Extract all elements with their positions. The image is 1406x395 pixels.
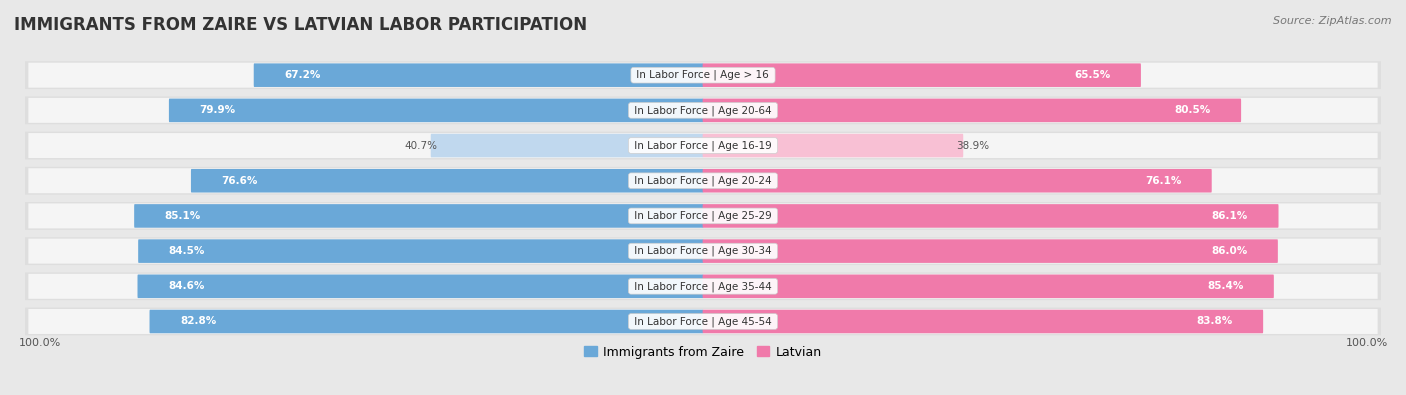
FancyBboxPatch shape (28, 168, 1378, 193)
FancyBboxPatch shape (703, 239, 1278, 263)
Text: 76.6%: 76.6% (221, 176, 257, 186)
FancyBboxPatch shape (138, 275, 703, 298)
FancyBboxPatch shape (28, 309, 1378, 334)
FancyBboxPatch shape (25, 237, 1381, 265)
Text: In Labor Force | Age 45-54: In Labor Force | Age 45-54 (631, 316, 775, 327)
FancyBboxPatch shape (703, 169, 1212, 192)
FancyBboxPatch shape (28, 203, 1378, 228)
FancyBboxPatch shape (430, 134, 703, 157)
FancyBboxPatch shape (28, 274, 1378, 299)
FancyBboxPatch shape (28, 63, 1378, 88)
Text: In Labor Force | Age 16-19: In Labor Force | Age 16-19 (631, 140, 775, 151)
Text: 79.9%: 79.9% (200, 105, 235, 115)
FancyBboxPatch shape (25, 202, 1381, 230)
FancyBboxPatch shape (138, 239, 703, 263)
Text: 86.0%: 86.0% (1211, 246, 1247, 256)
Text: In Labor Force | Age 20-64: In Labor Force | Age 20-64 (631, 105, 775, 116)
FancyBboxPatch shape (28, 133, 1378, 158)
Text: 84.5%: 84.5% (169, 246, 205, 256)
FancyBboxPatch shape (25, 273, 1381, 300)
FancyBboxPatch shape (703, 204, 1278, 228)
Text: 83.8%: 83.8% (1197, 316, 1233, 327)
Text: IMMIGRANTS FROM ZAIRE VS LATVIAN LABOR PARTICIPATION: IMMIGRANTS FROM ZAIRE VS LATVIAN LABOR P… (14, 16, 588, 34)
FancyBboxPatch shape (25, 167, 1381, 195)
FancyBboxPatch shape (149, 310, 703, 333)
FancyBboxPatch shape (703, 310, 1263, 333)
Text: In Labor Force | Age 25-29: In Labor Force | Age 25-29 (631, 211, 775, 221)
Text: 76.1%: 76.1% (1144, 176, 1181, 186)
Text: 38.9%: 38.9% (956, 141, 990, 150)
Text: 86.1%: 86.1% (1212, 211, 1249, 221)
Text: 85.4%: 85.4% (1206, 281, 1243, 291)
Text: In Labor Force | Age 20-24: In Labor Force | Age 20-24 (631, 175, 775, 186)
FancyBboxPatch shape (169, 99, 703, 122)
FancyBboxPatch shape (703, 63, 1140, 87)
Text: 100.0%: 100.0% (18, 338, 60, 348)
FancyBboxPatch shape (25, 61, 1381, 89)
Text: Source: ZipAtlas.com: Source: ZipAtlas.com (1274, 16, 1392, 26)
FancyBboxPatch shape (28, 239, 1378, 263)
Text: 65.5%: 65.5% (1074, 70, 1111, 80)
Legend: Immigrants from Zaire, Latvian: Immigrants from Zaire, Latvian (579, 340, 827, 363)
FancyBboxPatch shape (25, 132, 1381, 160)
FancyBboxPatch shape (28, 98, 1378, 123)
Text: In Labor Force | Age > 16: In Labor Force | Age > 16 (634, 70, 772, 81)
Text: 82.8%: 82.8% (180, 316, 217, 327)
Text: 84.6%: 84.6% (167, 281, 204, 291)
FancyBboxPatch shape (253, 63, 703, 87)
FancyBboxPatch shape (703, 99, 1241, 122)
Text: 67.2%: 67.2% (284, 70, 321, 80)
FancyBboxPatch shape (25, 308, 1381, 335)
Text: In Labor Force | Age 30-34: In Labor Force | Age 30-34 (631, 246, 775, 256)
Text: 100.0%: 100.0% (1346, 338, 1388, 348)
FancyBboxPatch shape (134, 204, 703, 228)
Text: In Labor Force | Age 35-44: In Labor Force | Age 35-44 (631, 281, 775, 292)
FancyBboxPatch shape (703, 275, 1274, 298)
FancyBboxPatch shape (191, 169, 703, 192)
FancyBboxPatch shape (703, 134, 963, 157)
Text: 80.5%: 80.5% (1174, 105, 1211, 115)
Text: 85.1%: 85.1% (165, 211, 201, 221)
FancyBboxPatch shape (25, 96, 1381, 124)
Text: 40.7%: 40.7% (405, 141, 437, 150)
